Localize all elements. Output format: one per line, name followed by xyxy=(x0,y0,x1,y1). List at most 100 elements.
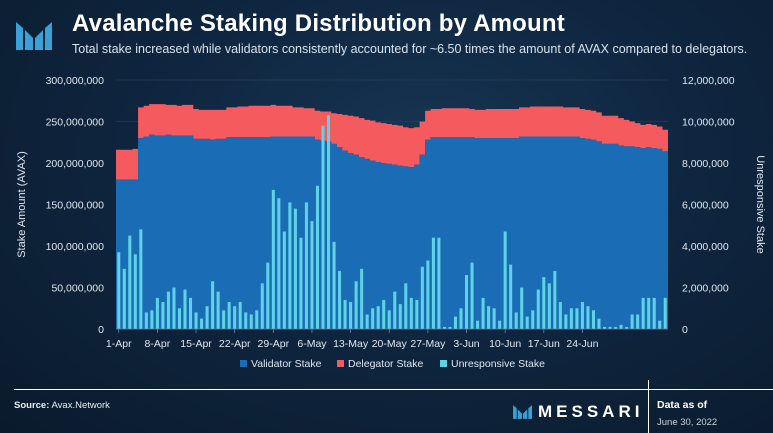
axes: 0 50,000,000 100,000,000 150,000,000 200,000… xyxy=(16,75,766,350)
unresponsive-stake-bar xyxy=(139,229,143,329)
unresponsive-stake-bar xyxy=(349,302,353,329)
data-as-of-label: Data as of xyxy=(657,399,708,411)
unresponsive-stake-bar xyxy=(608,326,612,329)
chart-title: Avalanche Staking Distribution by Amount xyxy=(72,10,565,37)
unresponsive-stake-bar xyxy=(360,268,364,329)
y2-tick-label: 12,000,000 xyxy=(682,75,735,87)
unresponsive-stake-bar xyxy=(249,314,253,329)
source-note: Source: Avax.Network xyxy=(14,400,110,411)
y2-tick-label: 8,000,000 xyxy=(682,158,729,170)
unresponsive-stake-bar xyxy=(117,252,121,329)
y-tick-label: 50,000,000 xyxy=(51,283,104,295)
unresponsive-stake-bar xyxy=(343,299,347,329)
unresponsive-stake-bar xyxy=(189,297,193,329)
unresponsive-stake-bar xyxy=(255,310,259,329)
unresponsive-stake-bar xyxy=(647,297,651,329)
unresponsive-stake-bar xyxy=(536,289,540,329)
legend-label: Unresponsive Stake xyxy=(451,358,545,370)
unresponsive-stake-bar xyxy=(448,326,452,329)
legend-swatch xyxy=(440,360,447,367)
source-label: Source: xyxy=(14,400,50,411)
unresponsive-stake-bar xyxy=(133,254,137,329)
legend-swatch xyxy=(337,360,344,367)
unresponsive-stake-bar xyxy=(172,287,176,329)
y2-tick-label: 6,000,000 xyxy=(682,200,729,212)
unresponsive-stake-bar xyxy=(509,264,513,329)
unresponsive-stake-bar xyxy=(630,314,634,329)
unresponsive-stake-bar xyxy=(465,275,469,329)
unresponsive-stake-bar xyxy=(415,299,419,329)
source-value: Avax.Network xyxy=(51,400,110,411)
unresponsive-stake-bar xyxy=(282,231,286,329)
unresponsive-stake-bar xyxy=(580,302,584,329)
unresponsive-stake-bar xyxy=(531,310,535,329)
chart-subtitle: Total stake increased while validators c… xyxy=(72,42,748,56)
unresponsive-stake-bar xyxy=(177,308,181,329)
unresponsive-stake-bar xyxy=(327,115,331,330)
y-tick-label: 300,000,000 xyxy=(46,75,105,87)
unresponsive-stake-bar xyxy=(476,320,480,329)
unresponsive-stake-bar xyxy=(338,270,342,329)
unresponsive-stake-bar xyxy=(658,320,662,329)
unresponsive-stake-bar xyxy=(393,291,397,329)
legend-item: Validator Stake xyxy=(240,358,322,370)
staking-chart: 0 50,000,000 100,000,000 150,000,000 200,000… xyxy=(16,75,766,370)
unresponsive-stake-bar xyxy=(293,208,297,329)
legend-item: Delegator Stake xyxy=(337,358,423,370)
x-tick-label: 24-Jun xyxy=(566,338,598,350)
unresponsive-stake-bar xyxy=(387,310,391,329)
unresponsive-stake-bar xyxy=(155,297,159,329)
y2-axis-title: Unresponsive Stake xyxy=(754,155,766,253)
unresponsive-stake-bar xyxy=(404,283,408,329)
x-tick-label: 10-Jun xyxy=(489,338,521,350)
unresponsive-stake-bar xyxy=(321,125,325,330)
legend-item: Unresponsive Stake xyxy=(440,358,545,370)
unresponsive-stake-bar xyxy=(398,304,402,329)
unresponsive-stake-bar xyxy=(498,320,502,329)
unresponsive-stake-bar xyxy=(603,326,607,329)
unresponsive-stake-bar xyxy=(166,291,170,329)
x-tick-label: 1-Apr xyxy=(106,338,132,350)
y-tick-label: 0 xyxy=(98,324,104,336)
unresponsive-stake-bar xyxy=(233,306,237,329)
footer-divider xyxy=(14,389,773,390)
y2-tick-label: 10,000,000 xyxy=(682,117,735,129)
unresponsive-stake-bar xyxy=(420,266,424,329)
unresponsive-stake-bar xyxy=(194,312,198,329)
footer-vertical-divider xyxy=(648,380,649,433)
unresponsive-stake-bar xyxy=(271,189,275,329)
unresponsive-stake-bar xyxy=(520,287,524,329)
unresponsive-stake-bar xyxy=(315,185,319,329)
x-tick-label: 27-May xyxy=(410,338,446,350)
unresponsive-stake-bar xyxy=(547,283,551,329)
validator-stake-area xyxy=(116,134,668,329)
y2-tick-label: 0 xyxy=(682,324,688,336)
unresponsive-stake-bar xyxy=(310,221,314,329)
bar-layer xyxy=(117,115,667,330)
x-tick-label: 13-May xyxy=(333,338,369,350)
unresponsive-stake-bar xyxy=(525,316,529,329)
unresponsive-stake-bar xyxy=(591,310,595,329)
unresponsive-stake-bar xyxy=(558,302,562,329)
unresponsive-stake-bar xyxy=(288,202,292,329)
unresponsive-stake-bar xyxy=(150,310,154,329)
unresponsive-stake-bar xyxy=(200,318,204,329)
messari-brand: MESSARI xyxy=(512,402,643,422)
x-tick-label: 6-May xyxy=(297,338,327,350)
messari-logo-icon xyxy=(16,22,52,50)
unresponsive-stake-bar xyxy=(514,312,518,329)
x-tick-label: 17-Jun xyxy=(528,338,560,350)
unresponsive-stake-bar xyxy=(459,308,463,329)
unresponsive-stake-bar xyxy=(277,198,281,329)
unresponsive-stake-bar xyxy=(216,291,220,329)
unresponsive-stake-bar xyxy=(183,289,187,329)
y-tick-label: 200,000,000 xyxy=(46,158,105,170)
data-as-of-date: June 30, 2022 xyxy=(657,417,718,428)
unresponsive-stake-bar xyxy=(376,306,380,329)
area-layer xyxy=(116,104,668,329)
unresponsive-stake-bar xyxy=(492,308,496,329)
legend-label: Validator Stake xyxy=(251,358,322,370)
unresponsive-stake-bar xyxy=(625,326,629,329)
unresponsive-stake-bar xyxy=(442,326,446,329)
unresponsive-stake-bar xyxy=(542,277,546,329)
